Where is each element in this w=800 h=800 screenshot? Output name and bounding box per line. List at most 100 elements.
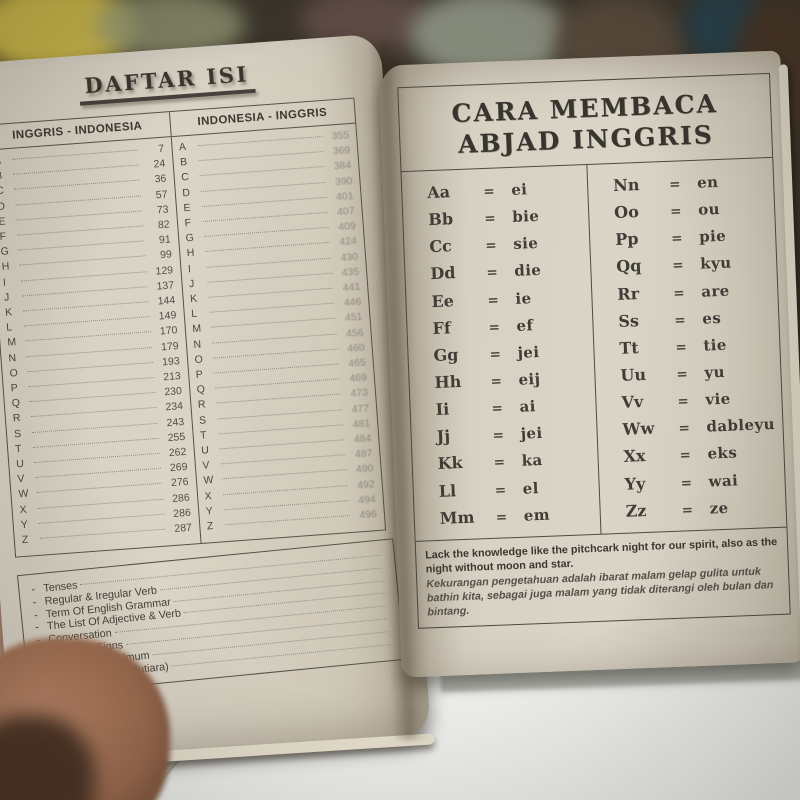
alphabet-letter: Yy (624, 473, 646, 494)
alphabet-entry: Rr = are (617, 278, 778, 303)
alphabet-letter: Nn (612, 175, 640, 196)
alphabet-letter: Dd (430, 263, 456, 284)
toc-column-inggris-indonesia: INGGRIS - INDONESIA A7B24C36D57E73F82G91… (0, 112, 200, 556)
toc-page-number: 286 (172, 506, 192, 520)
right-page-frame: CARA MEMBACA ABJAD INGGRIS Aa = ei Bb = bie Cc… (397, 72, 791, 629)
toc-page-number: 82 (157, 218, 171, 232)
toc-page-number: 286 (171, 491, 191, 505)
toc-letter: I (2, 276, 7, 289)
pronunciation: sie (512, 234, 539, 254)
alphabet-letter: Aa (426, 182, 451, 203)
equals-sign: = (673, 284, 685, 302)
alphabet-entry: Bb = bie (428, 204, 589, 229)
toc-letter: Q (11, 397, 21, 410)
alphabet-letter: Rr (616, 283, 640, 304)
alphabet-column-n-z: Nn = en Oo = ou Pp = pie Qq = kyu Rr = are Ss = es Tt = tie U… (586, 157, 787, 534)
equals-sign: = (680, 474, 693, 492)
toc-page-number: 473 (350, 386, 369, 401)
toc-page-number: 355 (331, 129, 350, 143)
toc-page-number: 193 (161, 354, 181, 369)
toc-table: INGGRIS - INDONESIA A7B24C36D57E73F82G91… (0, 97, 387, 558)
equals-sign: = (484, 210, 496, 228)
alphabet-entry: Jj = jei (436, 421, 597, 446)
pronunciation: ei (510, 180, 528, 199)
dash-bullet: - (32, 596, 37, 609)
toc-letter: C (180, 171, 190, 184)
toc-page-number: 24 (153, 157, 166, 171)
toc-page-number: 144 (157, 294, 176, 308)
equals-sign: = (677, 393, 690, 410)
pronunciation: kyu (699, 254, 732, 274)
toc-page-number: 91 (158, 233, 172, 247)
toc-page-number: 430 (340, 250, 359, 264)
toc-letter: M (6, 336, 17, 350)
alphabet-letter: Ww (622, 418, 655, 440)
toc-page-number: 287 (173, 521, 193, 535)
toc-page-number: 255 (167, 430, 186, 445)
toc-letter: N (8, 351, 17, 365)
toc-page-number: 451 (344, 311, 363, 325)
quote-box: Lack the knowledge like the pitchcark ni… (416, 527, 790, 627)
alphabet-entry: Hh = eij (434, 367, 595, 392)
alphabet-letter: Zz (625, 500, 647, 521)
toc-letter: P (195, 368, 204, 381)
alphabet-entry: Cc = sie (429, 231, 590, 256)
toc-letter: K (4, 306, 13, 319)
toc-letter: J (188, 277, 195, 291)
toc-letter: E (0, 215, 6, 228)
pronunciation: yu (704, 362, 726, 382)
toc-page-number: 409 (337, 220, 357, 234)
toc-page-number: 7 (157, 142, 165, 156)
toc-letter: X (204, 489, 213, 503)
alphabet-letter: Pp (614, 229, 639, 250)
toc-letter: Z (206, 520, 214, 533)
pronunciation: pie (698, 227, 727, 247)
toc-page-number: 269 (169, 461, 188, 475)
alphabet-entry: Vv = vie (621, 387, 782, 412)
toc-letter: Z (21, 533, 29, 547)
alphabet-entry: Zz = ze (625, 495, 786, 521)
toc-page-number: 465 (347, 356, 367, 370)
equals-sign: = (674, 312, 687, 329)
toc-letter: B (179, 156, 188, 169)
alphabet-entry: Kk = ka (437, 448, 598, 473)
dotted-leader (11, 149, 138, 160)
toc-letter: U (200, 444, 210, 457)
toc-rows: A 355 B 369 C 384 D 390 E 401 F 407 G 409 H 424 I 430 J 435… (178, 124, 378, 542)
pronunciation: dableyu (706, 415, 776, 436)
alphabet-column-a-m: Aa = ei Bb = bie Cc = sie Dd = die Ee = ie Ff = ef Gg = jei H… (401, 165, 600, 541)
toc-page-number: 407 (336, 204, 356, 219)
toc-letter: Q (196, 383, 206, 397)
equals-sign: = (495, 509, 508, 526)
alphabet-letter: Cc (429, 236, 453, 257)
alphabet-entry: Nn = en (613, 170, 774, 195)
alphabet-entry: Aa = ei (427, 177, 588, 202)
equals-sign: = (494, 481, 507, 499)
page-title: DAFTAR ISI (77, 60, 256, 106)
alphabet-letter: Qq (615, 256, 642, 277)
equals-sign: = (483, 183, 495, 201)
toc-letter: A (178, 141, 187, 154)
toc-page-number: 213 (162, 370, 182, 384)
equals-sign: = (669, 203, 682, 221)
alphabet-entry: Ff = ef (432, 313, 593, 338)
right-page: CARA MEMBACA ABJAD INGGRIS Aa = ei Bb = bie Cc… (378, 50, 800, 678)
alphabet-entry: Gg = jei (433, 340, 594, 365)
alphabet-letter: Hh (434, 372, 462, 393)
toc-page-number: 230 (163, 385, 183, 399)
alphabet-entry: Ss = es (618, 306, 779, 331)
alphabet-entry: Dd = die (430, 258, 591, 283)
equals-sign: = (678, 420, 691, 438)
alphabet-letter: Ll (438, 480, 457, 501)
toc-letter: V (201, 459, 210, 472)
toc-page-number: 99 (159, 248, 173, 262)
toc-page-number: 390 (334, 174, 353, 188)
alphabet-entry: Uu = yu (620, 360, 781, 385)
pronunciation: eks (707, 443, 738, 464)
pronunciation: tie (703, 335, 728, 355)
toc-page-number: 234 (165, 400, 184, 414)
pronunciation: die (514, 261, 542, 281)
toc-letter: T (199, 429, 208, 442)
toc-letter: D (0, 200, 6, 213)
toc-page-number: 401 (335, 189, 354, 203)
